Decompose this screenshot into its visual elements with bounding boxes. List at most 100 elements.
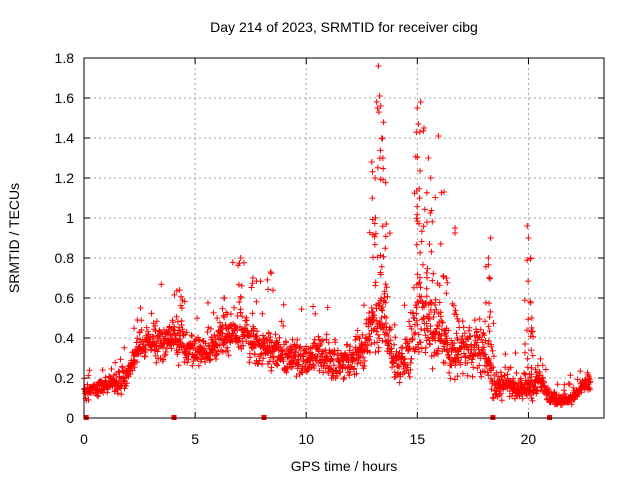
data-point — [452, 307, 459, 314]
data-point — [154, 348, 161, 355]
data-point — [493, 369, 500, 376]
data-point — [300, 353, 307, 360]
data-point — [207, 325, 214, 332]
data-point — [401, 355, 408, 362]
data-point — [504, 385, 511, 392]
data-point — [279, 348, 286, 355]
data-point — [521, 297, 528, 304]
data-point — [426, 311, 433, 318]
data-point — [371, 312, 378, 319]
data-point — [359, 331, 366, 338]
data-point — [259, 332, 266, 339]
data-point — [238, 282, 245, 289]
data-point — [530, 333, 536, 340]
data-point — [416, 293, 423, 300]
data-point — [529, 352, 536, 359]
data-point — [417, 167, 423, 174]
data-point — [524, 384, 531, 391]
data-point — [466, 333, 473, 340]
data-point — [224, 311, 231, 318]
data-point — [373, 317, 380, 324]
data-point — [253, 278, 260, 285]
data-point — [346, 372, 353, 379]
data-point — [422, 349, 429, 356]
data-point — [225, 352, 232, 359]
data-point — [490, 364, 497, 371]
data-point — [195, 362, 202, 369]
data-point — [382, 245, 389, 252]
data-point — [380, 165, 387, 172]
data-point — [236, 299, 243, 306]
chart-title: Day 214 of 2023, SRMTID for receiver cib… — [210, 19, 478, 35]
data-point — [366, 309, 373, 316]
data-point — [294, 336, 301, 343]
data-point — [371, 233, 378, 240]
data-point — [114, 390, 121, 397]
data-point — [173, 287, 180, 294]
data-point — [356, 335, 363, 342]
data-point — [415, 121, 422, 127]
data-point — [353, 370, 360, 377]
data-point — [401, 356, 407, 363]
data-point — [459, 318, 466, 325]
data-point — [289, 346, 295, 353]
data-point — [85, 372, 92, 379]
data-point — [425, 155, 432, 161]
y-tick-label: 1.6 — [55, 90, 75, 106]
data-point — [567, 372, 574, 379]
data-point — [324, 355, 331, 362]
data-point — [451, 302, 457, 309]
data-point — [240, 342, 247, 349]
data-point — [117, 356, 124, 363]
data-point — [420, 223, 427, 230]
data-point — [276, 334, 283, 341]
data-point — [357, 359, 364, 366]
data-point — [148, 310, 155, 317]
data-point — [241, 259, 247, 266]
data-point — [263, 335, 270, 342]
data-point — [423, 285, 430, 292]
data-point — [473, 328, 480, 335]
data-point — [475, 350, 482, 357]
data-point — [498, 397, 505, 404]
data-point — [517, 375, 524, 382]
data-point — [334, 347, 341, 354]
data-point — [429, 218, 436, 225]
data-point — [413, 187, 420, 194]
data-point — [238, 345, 245, 352]
data-point — [143, 324, 150, 331]
data-point — [325, 339, 332, 346]
y-tick-label: 1.4 — [55, 130, 75, 146]
data-point — [447, 375, 454, 382]
data-point — [461, 350, 467, 357]
y-tick-label: 1.8 — [55, 50, 75, 66]
data-point — [137, 305, 144, 311]
data-point — [528, 328, 535, 335]
data-point — [169, 319, 176, 326]
data-point — [482, 263, 489, 270]
data-point — [237, 255, 244, 261]
data-point — [251, 351, 258, 358]
data-point — [310, 361, 317, 368]
data-point — [525, 316, 532, 323]
data-point — [416, 129, 423, 135]
data-point — [561, 381, 568, 388]
data-point — [337, 369, 344, 376]
data-point — [127, 371, 134, 378]
data-point — [253, 298, 260, 305]
data-point — [369, 168, 376, 175]
data-point — [378, 263, 385, 270]
data-point — [383, 314, 390, 321]
data-point — [265, 329, 272, 336]
data-point — [417, 249, 424, 256]
data-point — [95, 393, 102, 400]
data-point — [191, 340, 198, 347]
data-point — [421, 303, 427, 310]
data-point — [231, 304, 238, 311]
data-point — [523, 392, 530, 399]
data-point — [406, 318, 413, 325]
data-point — [487, 359, 494, 366]
data-point — [414, 299, 421, 306]
data-point — [99, 367, 106, 373]
data-point — [525, 235, 532, 241]
